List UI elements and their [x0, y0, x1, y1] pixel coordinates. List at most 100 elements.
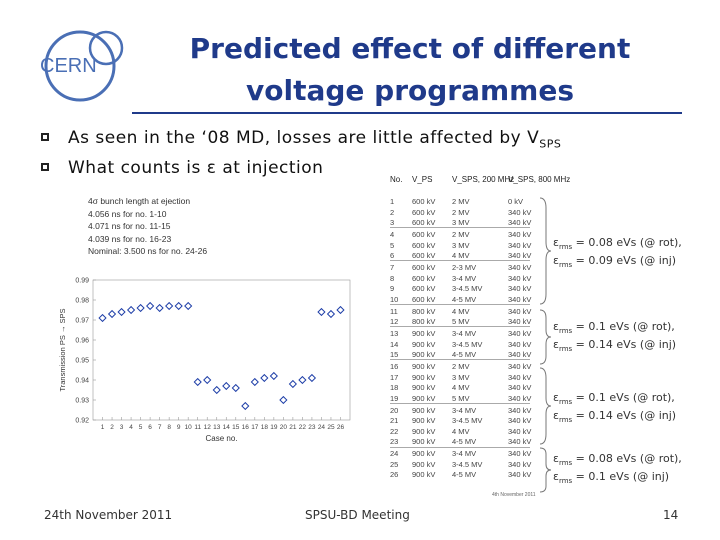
x-tick-label: 20	[280, 424, 288, 431]
table-cell: 340 kV	[508, 470, 532, 480]
table-cell: 21	[390, 416, 399, 426]
table-cell: 2 MV	[452, 362, 470, 371]
table-cell: 900 kV	[412, 459, 436, 469]
table-cell: 3	[390, 218, 395, 228]
table-cell: 340 kV	[508, 393, 532, 403]
data-point	[231, 383, 240, 393]
footer-meeting: SPSU-BD Meeting	[305, 508, 410, 522]
table-cell: 340 kV	[508, 383, 532, 393]
table-cell: 23	[390, 437, 399, 447]
table-cell: 16	[390, 362, 399, 371]
table-cell: 340 kV	[508, 362, 532, 371]
data-point	[298, 375, 307, 385]
table-cell: 4-5 MV	[452, 294, 477, 304]
legend-line: 4.071 ns for no. 11-15	[88, 221, 171, 231]
table-cell: 600 kV	[412, 294, 436, 304]
slide-title: Predicted effect of different voltage pr…	[140, 28, 680, 112]
table-cell: 17	[390, 372, 399, 382]
table-cell: 1	[390, 197, 395, 206]
x-tick-label: 12	[204, 424, 212, 431]
legend-line: Nominal: 3.500 ns for no. 24-26	[88, 246, 208, 256]
table-cell: 18	[390, 383, 399, 393]
y-tick-label: 0.96	[75, 338, 89, 345]
table-group-separator	[390, 326, 530, 327]
table-cell: 340 kV	[508, 459, 532, 469]
x-tick-label: 3	[120, 424, 124, 431]
data-point	[136, 303, 145, 313]
y-axis-label: Transmission PS → SPS	[58, 308, 67, 391]
data-point	[336, 305, 345, 315]
table-cell: 7	[390, 263, 395, 272]
table-cell: 3-4 MV	[452, 329, 477, 338]
table-cell: 340 kV	[508, 284, 532, 294]
data-point	[212, 385, 221, 395]
data-point	[326, 309, 336, 319]
data-point	[288, 379, 297, 389]
x-tick-label: 11	[194, 424, 201, 431]
table-group-separator	[390, 227, 530, 228]
data-point	[117, 307, 126, 317]
table-cell: 340 kV	[508, 405, 532, 415]
table-cell: 4-5 MV	[452, 470, 477, 480]
square-bullet-icon	[41, 163, 49, 171]
table-cell: 340 kV	[508, 230, 532, 239]
cern-logo-text: CERN	[40, 55, 97, 77]
data-point	[203, 375, 212, 385]
table-cell: 4 MV	[452, 383, 470, 393]
table-cell: 600 kV	[412, 251, 436, 261]
brace-icon	[539, 367, 552, 445]
table-cell: 340 kV	[508, 273, 532, 283]
table-header-cell: V_SPS, 800 MHz	[508, 175, 571, 184]
table-cell: 800 kV	[412, 317, 436, 327]
table-cell: 600 kV	[412, 218, 436, 228]
x-tick-label: 21	[289, 424, 297, 431]
data-point	[193, 377, 202, 387]
footer-date: 24th November 2011	[44, 508, 173, 522]
table-cell: 900 kV	[412, 426, 436, 436]
table-cell: 600 kV	[412, 230, 436, 239]
table-cell: 19	[390, 393, 399, 403]
table-group-separator	[390, 359, 530, 360]
y-tick-label: 0.99	[75, 278, 89, 285]
table-cell: 5	[390, 240, 395, 250]
brace-icon	[539, 447, 552, 493]
table-cell: 600 kV	[412, 284, 436, 294]
legend-line: 4σ bunch length at ejection	[88, 196, 191, 206]
bullet-1: As seen in the ‘08 MD, losses are little…	[40, 128, 561, 150]
table-cell: 600 kV	[412, 273, 436, 283]
x-tick-label: 9	[177, 424, 181, 431]
data-point	[126, 305, 136, 315]
data-point	[174, 301, 183, 311]
table-cell: 600 kV	[412, 240, 436, 250]
table-group-separator	[390, 260, 530, 261]
data-point	[241, 401, 250, 411]
bullet-2: What counts is ε at injection	[40, 158, 323, 178]
table-group-separator	[390, 446, 530, 448]
x-tick-label: 8	[167, 424, 171, 431]
table-cell: 900 kV	[412, 372, 436, 382]
table-cell: 10	[390, 294, 399, 304]
table-header-cell: V_PS	[412, 175, 433, 184]
table-cell: 3-4 MV	[452, 449, 477, 459]
legend-line: 4.056 ns for no. 1-10	[88, 208, 167, 219]
table-cell: 340 kV	[508, 294, 532, 304]
emittance-annotation-1: εrms = 0.08 eVs (@ rot), εrms = 0.09 eVs…	[553, 236, 682, 270]
table-cell: 2	[390, 207, 395, 217]
table-cell: 900 kV	[412, 350, 436, 360]
table-cell: 9	[390, 284, 395, 294]
data-point	[222, 381, 231, 391]
x-tick-label: 14	[223, 424, 231, 431]
table-cell: 2-3 MV	[452, 263, 477, 272]
table-cell: 900 kV	[412, 339, 436, 349]
table-cell: 3-4 MV	[452, 273, 477, 283]
y-tick-label: 0.97	[75, 318, 89, 325]
table-cell: 4-5 MV	[452, 437, 477, 447]
table-cell: 900 kV	[412, 393, 436, 403]
data-point	[279, 395, 288, 405]
table-cell: 22	[390, 426, 399, 436]
table-cell: 340 kV	[508, 350, 532, 360]
x-tick-label: 10	[185, 424, 193, 431]
table-cell: 340 kV	[508, 240, 532, 250]
table-cell: 2 MV	[452, 197, 470, 206]
x-tick-label: 2	[110, 424, 114, 431]
